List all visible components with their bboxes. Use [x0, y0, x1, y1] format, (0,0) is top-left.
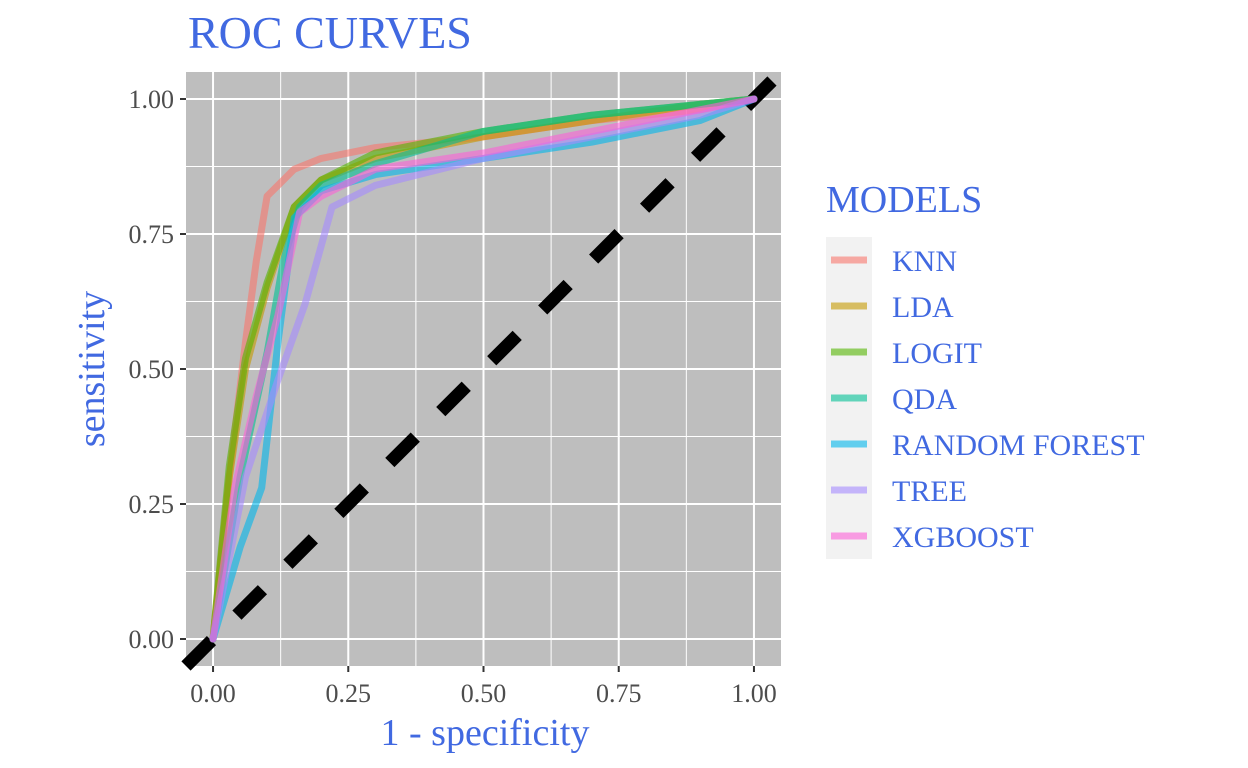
- x-axis-title: 1 - specificity: [381, 712, 590, 754]
- x-tick-label: 0.00: [190, 679, 236, 708]
- x-tick-label: 0.75: [596, 679, 642, 708]
- legend-label: XGBOOST: [892, 521, 1034, 554]
- series-line-tree: [209, 95, 758, 643]
- legend-title: MODELS: [826, 179, 982, 221]
- series-line-random-forest: [209, 95, 758, 643]
- y-tick-label: 0.50: [129, 355, 175, 384]
- y-tick-label: 0.75: [129, 220, 175, 249]
- y-axis-title: sensitivity: [71, 291, 113, 447]
- legend: KNN LDA LOGIT QDA RANDOM FOREST TREE XGBOOST: [826, 237, 1145, 559]
- legend-label: TREE: [892, 475, 967, 508]
- legend-label: QDA: [892, 383, 957, 416]
- y-tick-label: 1.00: [129, 85, 175, 114]
- legend-label: RANDOM FOREST: [892, 429, 1145, 462]
- y-axis-ticks: 0.00 0.25 0.50 0.75 1.00: [129, 85, 186, 654]
- chart-title: ROC CURVES: [188, 7, 472, 58]
- y-tick-label: 0.00: [129, 625, 175, 654]
- legend-label: KNN: [892, 245, 957, 278]
- legend-label: LOGIT: [892, 337, 982, 370]
- legend-label: LDA: [892, 291, 954, 324]
- series-layer: [209, 95, 758, 643]
- series-line-xgboost: [209, 95, 758, 643]
- x-tick-label: 1.00: [731, 679, 777, 708]
- x-tick-label: 0.25: [326, 679, 372, 708]
- y-tick-label: 0.25: [129, 490, 175, 519]
- x-tick-label: 0.50: [461, 679, 507, 708]
- x-axis-ticks: 0.00 0.25 0.50 0.75 1.00: [190, 666, 777, 708]
